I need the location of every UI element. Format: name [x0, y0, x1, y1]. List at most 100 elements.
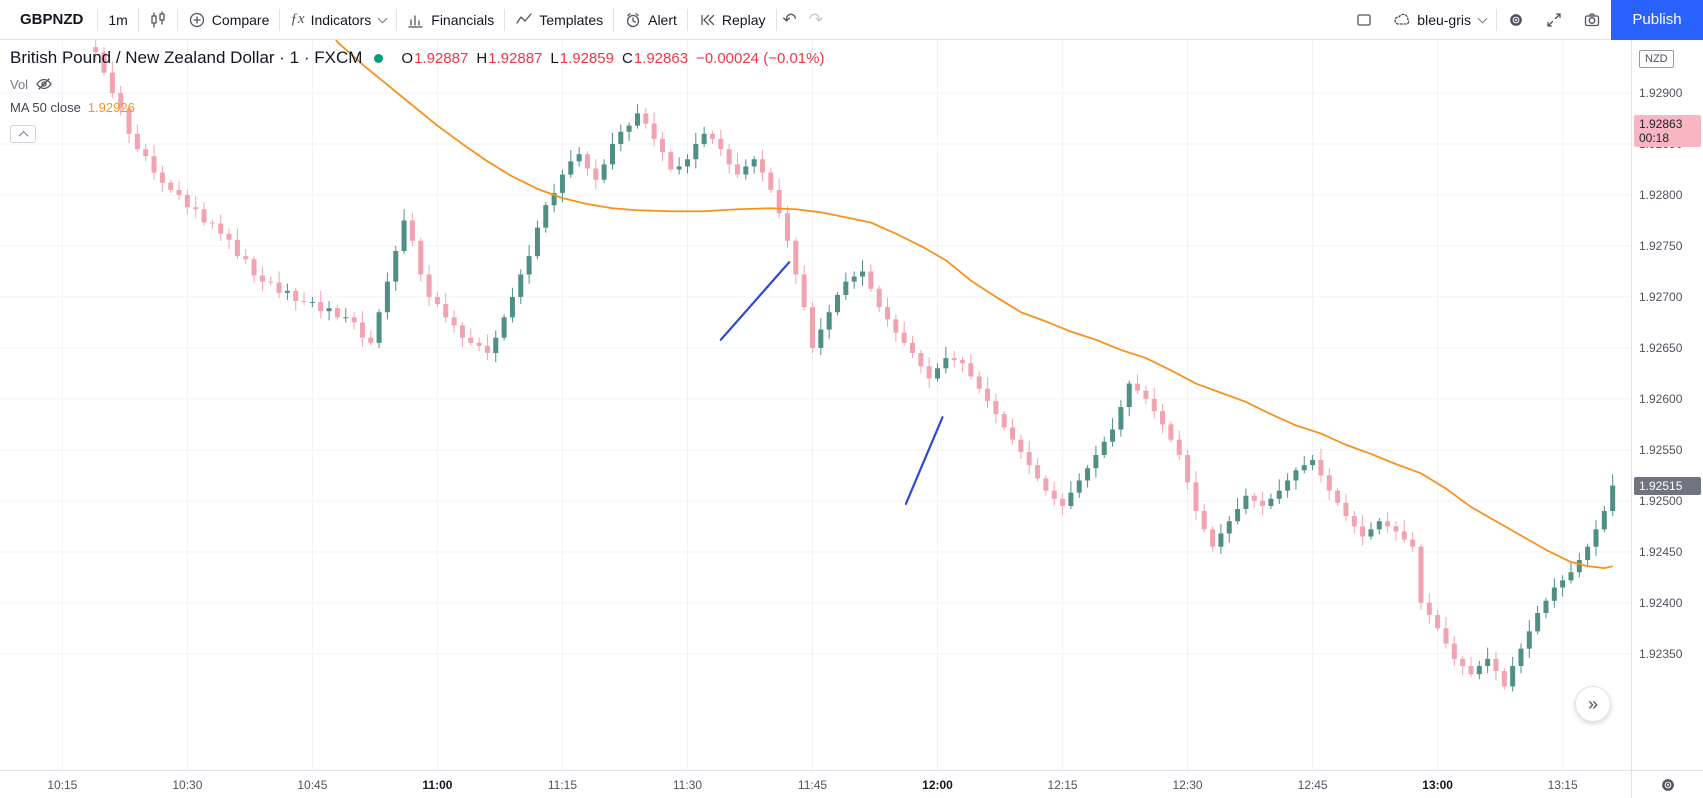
toolbar-separator — [396, 8, 398, 31]
price-axis-label: 1.92700 — [1639, 289, 1683, 304]
ma-value: 1.92926 — [87, 100, 135, 115]
fx-icon: ƒx — [290, 11, 305, 27]
price-axis-label: 1.92900 — [1639, 86, 1683, 101]
price-axis-label: 1.92600 — [1639, 391, 1683, 406]
chart-area[interactable]: British Pound / New Zealand Dollar · 1 ·… — [0, 40, 1631, 770]
redo-button[interactable]: ↷ — [803, 0, 829, 40]
price-axis-column: NZD 1.92863 00:18 1.92515 1.929001.92850… — [1631, 40, 1703, 798]
fullscreen-button[interactable] — [1535, 0, 1573, 40]
publish-button[interactable]: Publish — [1611, 0, 1703, 40]
single-layout-icon — [1357, 13, 1371, 26]
price-axis-label: 1.92650 — [1639, 340, 1683, 355]
close-value: 1.92863 — [633, 49, 689, 67]
time-axis-label: 10:15 — [47, 778, 78, 792]
time-axis-label: 11:15 — [547, 778, 578, 792]
open-label: O — [401, 49, 414, 67]
screenshot-button[interactable] — [1573, 0, 1611, 40]
replay-label: Replay — [721, 11, 766, 28]
price-axis-label: 1.92550 — [1639, 442, 1683, 457]
toolbar-separator — [97, 8, 99, 31]
chevron-up-icon — [18, 130, 28, 141]
alarm-clock-icon — [626, 12, 640, 27]
last-price-badge: 1.92863 00:18 — [1634, 114, 1701, 147]
time-axis-label: 12:00 — [922, 778, 953, 792]
financials-bars-icon — [408, 14, 423, 28]
camera-icon — [1584, 13, 1600, 26]
toolbar-separator — [176, 8, 178, 31]
fullscreen-icon — [1547, 12, 1561, 27]
chart-pane: British Pound / New Zealand Dollar · 1 ·… — [0, 40, 1703, 798]
chart-title[interactable]: British Pound / New Zealand Dollar · 1 ·… — [10, 48, 363, 67]
time-axis-label: 11:45 — [797, 778, 828, 792]
templates-label: Templates — [539, 11, 604, 28]
time-axis-label: 11:30 — [672, 778, 703, 792]
ma-label: MA 50 close — [10, 100, 81, 115]
bar-close-badge: 1.92515 — [1634, 476, 1701, 495]
price-axis-label: 1.92800 — [1639, 187, 1683, 202]
time-axis-label: 10:45 — [297, 778, 328, 792]
alert-label: Alert — [648, 11, 677, 28]
compare-label: Compare — [211, 11, 270, 28]
axis-settings-button[interactable] — [1632, 770, 1703, 798]
financials-label: Financials — [431, 11, 495, 28]
candlestick-chart-icon — [151, 10, 165, 28]
templates-button[interactable]: Templates — [505, 0, 613, 40]
chart-type-button[interactable] — [139, 0, 177, 40]
toolbar-separator — [775, 8, 777, 31]
chart-legend: British Pound / New Zealand Dollar · 1 ·… — [10, 48, 824, 143]
high-value: 1.92887 — [488, 49, 543, 67]
low-label: L — [550, 49, 559, 67]
time-axis-label: 12:15 — [1047, 778, 1078, 792]
price-axis-label: 1.92500 — [1639, 493, 1683, 508]
toolbar-right-group: bleu-gris Publish — [1345, 0, 1703, 40]
compare-button[interactable]: Compare — [178, 0, 280, 40]
high-label: H — [476, 49, 488, 67]
gear-icon — [1510, 13, 1522, 26]
symbol-button[interactable]: GBPNZD — [6, 0, 97, 40]
time-axis-label: 13:00 — [1422, 778, 1453, 792]
templates-wave-icon — [516, 12, 532, 24]
legend-collapse-button[interactable] — [10, 125, 36, 143]
compare-plus-icon — [189, 12, 204, 27]
indicators-button[interactable]: ƒx Indicators — [280, 0, 396, 40]
layout-select-button[interactable] — [1345, 0, 1383, 40]
time-axis-label: 13:15 — [1547, 778, 1578, 792]
undo-button[interactable]: ↶ — [777, 0, 803, 40]
interval-button[interactable]: 1m — [98, 0, 137, 40]
time-axis-label: 10:30 — [172, 778, 203, 792]
eye-hidden-icon[interactable] — [35, 75, 53, 93]
price-axis-label: 1.92450 — [1639, 544, 1683, 559]
price-axis-label: 1.92350 — [1639, 646, 1683, 661]
cloud-layout-button[interactable]: bleu-gris — [1383, 0, 1496, 40]
gear-icon — [1661, 778, 1674, 791]
chevron-down-icon — [377, 13, 388, 23]
goto-realtime-button[interactable]: » — [1575, 686, 1611, 722]
volume-label: Vol — [10, 76, 29, 92]
time-axis-label: 11:00 — [422, 778, 453, 792]
open-value: 1.92887 — [414, 49, 469, 67]
price-axis-label: 1.92400 — [1639, 595, 1683, 610]
alert-button[interactable]: Alert — [614, 0, 687, 40]
toolbar-separator — [613, 8, 615, 31]
change-value: −0.00024 (−0.01%) — [696, 49, 825, 67]
cloud-icon — [1394, 13, 1410, 25]
chart-column: British Pound / New Zealand Dollar · 1 ·… — [0, 40, 1631, 798]
toolbar-separator — [686, 8, 688, 31]
time-axis-label: 12:30 — [1172, 778, 1203, 792]
chart-canvas[interactable] — [0, 40, 1631, 770]
low-value: 1.92859 — [559, 49, 614, 67]
close-label: C — [621, 49, 633, 67]
settings-button[interactable] — [1497, 0, 1535, 40]
time-axis-label: 12:45 — [1297, 778, 1328, 792]
price-axis-label: 1.92750 — [1639, 238, 1683, 253]
price-axis[interactable]: NZD 1.92863 00:18 1.92515 1.929001.92850… — [1632, 40, 1703, 770]
toolbar-separator — [137, 8, 139, 31]
currency-badge[interactable]: NZD — [1639, 50, 1674, 68]
replay-rewind-icon — [701, 14, 715, 25]
financials-button[interactable]: Financials — [397, 0, 504, 40]
market-open-dot-icon[interactable] — [374, 53, 384, 63]
chevron-down-icon — [1477, 13, 1488, 23]
time-axis[interactable]: 10:15 10:30 10:45 11:00 11:15 11:30 11:45 12:00… — [0, 770, 1631, 798]
ohlc-values: O 1.92887 H 1.92887 L 1.92859 C 1.92863 −0.0… — [393, 50, 824, 67]
replay-button[interactable]: Replay — [688, 0, 776, 40]
